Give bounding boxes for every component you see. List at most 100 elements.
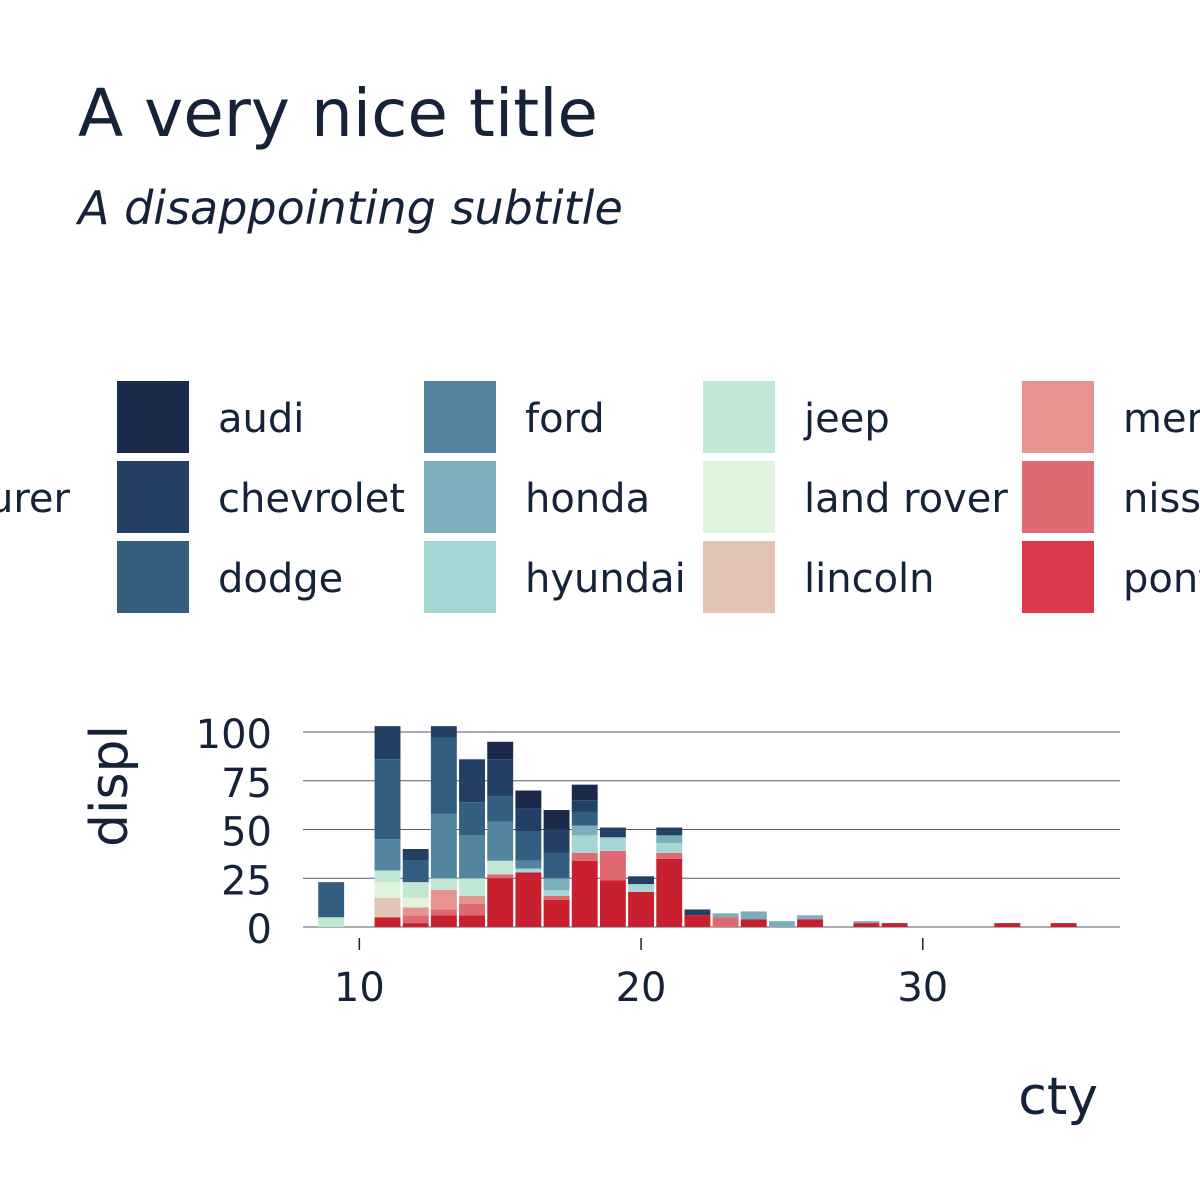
- bar-segment: [430, 909, 457, 916]
- bar-segment: [430, 813, 457, 879]
- bar-segment: [374, 917, 401, 927]
- bar-segment: [628, 876, 655, 885]
- bar-segment: [797, 915, 824, 920]
- bar-segment: [430, 737, 457, 814]
- legend-swatch: [703, 541, 775, 613]
- bar-segment: [402, 915, 429, 924]
- bar-segment: [487, 874, 514, 879]
- bar-segment: [487, 821, 514, 861]
- bar-segment: [459, 903, 485, 916]
- bar-segment: [1050, 923, 1077, 927]
- legend-label: honda: [525, 476, 650, 522]
- bar-segment: [599, 880, 626, 927]
- bar-segment: [430, 915, 457, 927]
- bar-segment: [571, 860, 598, 927]
- legend-swatch: [703, 381, 775, 453]
- bar-segment: [656, 827, 683, 836]
- legend-swatch: [424, 541, 496, 613]
- bar-segment: [459, 915, 485, 927]
- bar-segment: [374, 870, 401, 883]
- bar-segment: [487, 860, 514, 875]
- bar-segment: [740, 911, 767, 920]
- bar-segment: [768, 921, 795, 927]
- chart-subtitle: A disappointing subtitle: [78, 181, 623, 235]
- bar-segment: [459, 835, 485, 879]
- bar-segment: [684, 915, 711, 927]
- legend-label: pontiac: [1123, 556, 1200, 602]
- bar-segment: [402, 907, 429, 916]
- bar-segment: [459, 759, 485, 803]
- legend-label: land rover: [804, 476, 1008, 522]
- y-axis-label: displ: [80, 725, 140, 847]
- bar-segment: [599, 827, 626, 838]
- bar-segment: [994, 923, 1021, 927]
- bar-segment: [656, 858, 683, 927]
- bar-segment: [515, 808, 542, 832]
- bar-segment: [853, 921, 880, 924]
- bar-segment: [487, 796, 514, 822]
- y-tick-label: 50: [221, 810, 272, 856]
- bar-segment: [318, 882, 345, 918]
- legend-swatch: [1022, 381, 1094, 453]
- bar-segment: [430, 726, 457, 738]
- legend-label: mercury: [1123, 396, 1200, 442]
- bar-segment: [712, 917, 739, 927]
- legend-label: jeep: [803, 396, 890, 442]
- x-tick-label: 30: [897, 965, 948, 1011]
- bar-segment: [515, 831, 542, 861]
- y-tick-label: 100: [196, 712, 272, 758]
- bar-segment: [599, 850, 626, 881]
- legend-label: chevrolet: [218, 476, 405, 522]
- legend-title: urer: [0, 476, 71, 522]
- chart-title: A very nice title: [78, 75, 599, 152]
- bar-segment: [402, 923, 429, 927]
- bar-segment: [430, 878, 457, 890]
- bar-segment: [459, 802, 485, 836]
- bar-segment: [402, 860, 429, 883]
- legend-swatch: [1022, 461, 1094, 533]
- bar-segment: [402, 849, 429, 861]
- bar-segment: [459, 878, 485, 896]
- legend-swatch: [703, 461, 775, 533]
- bar-segment: [515, 868, 542, 873]
- bar-segment: [853, 923, 880, 927]
- x-tick-label: 10: [334, 965, 385, 1011]
- bar-segment: [543, 810, 570, 830]
- bar-segment: [402, 897, 429, 908]
- legend-swatch: [424, 461, 496, 533]
- legend-swatch: [117, 381, 189, 453]
- bar-segment: [571, 835, 598, 853]
- bar-segment: [374, 726, 401, 760]
- bar-segment: [543, 852, 570, 879]
- bar-segment: [487, 741, 514, 760]
- legend-label: audi: [218, 396, 304, 442]
- bar-segment: [571, 811, 598, 826]
- bar-segment: [656, 843, 683, 853]
- bar-segment: [712, 913, 739, 918]
- bar-segment: [684, 909, 711, 916]
- bar-segment: [797, 919, 824, 927]
- bar-segment: [543, 899, 570, 927]
- y-tick-label: 25: [221, 858, 272, 904]
- legend-label: ford: [525, 396, 605, 442]
- bar-segment: [374, 759, 401, 840]
- bar-segment: [656, 852, 683, 859]
- bar-segment: [571, 852, 598, 861]
- bar-segment: [543, 829, 570, 853]
- x-axis-label: cty: [1018, 1067, 1098, 1127]
- bar-segment: [459, 895, 485, 904]
- bar-segment: [543, 895, 570, 900]
- y-tick-label: 0: [247, 907, 272, 953]
- x-tick-label: 20: [616, 965, 667, 1011]
- bar-segment: [628, 884, 655, 892]
- legend-label: lincoln: [804, 556, 935, 602]
- legend-swatch: [424, 381, 496, 453]
- bar-segment: [571, 825, 598, 836]
- bar-segment: [402, 882, 429, 898]
- y-tick-label: 75: [221, 761, 272, 807]
- bar-segment: [515, 872, 542, 927]
- bar-segment: [515, 790, 542, 809]
- legend-label: dodge: [218, 556, 343, 602]
- bars: [318, 726, 1077, 927]
